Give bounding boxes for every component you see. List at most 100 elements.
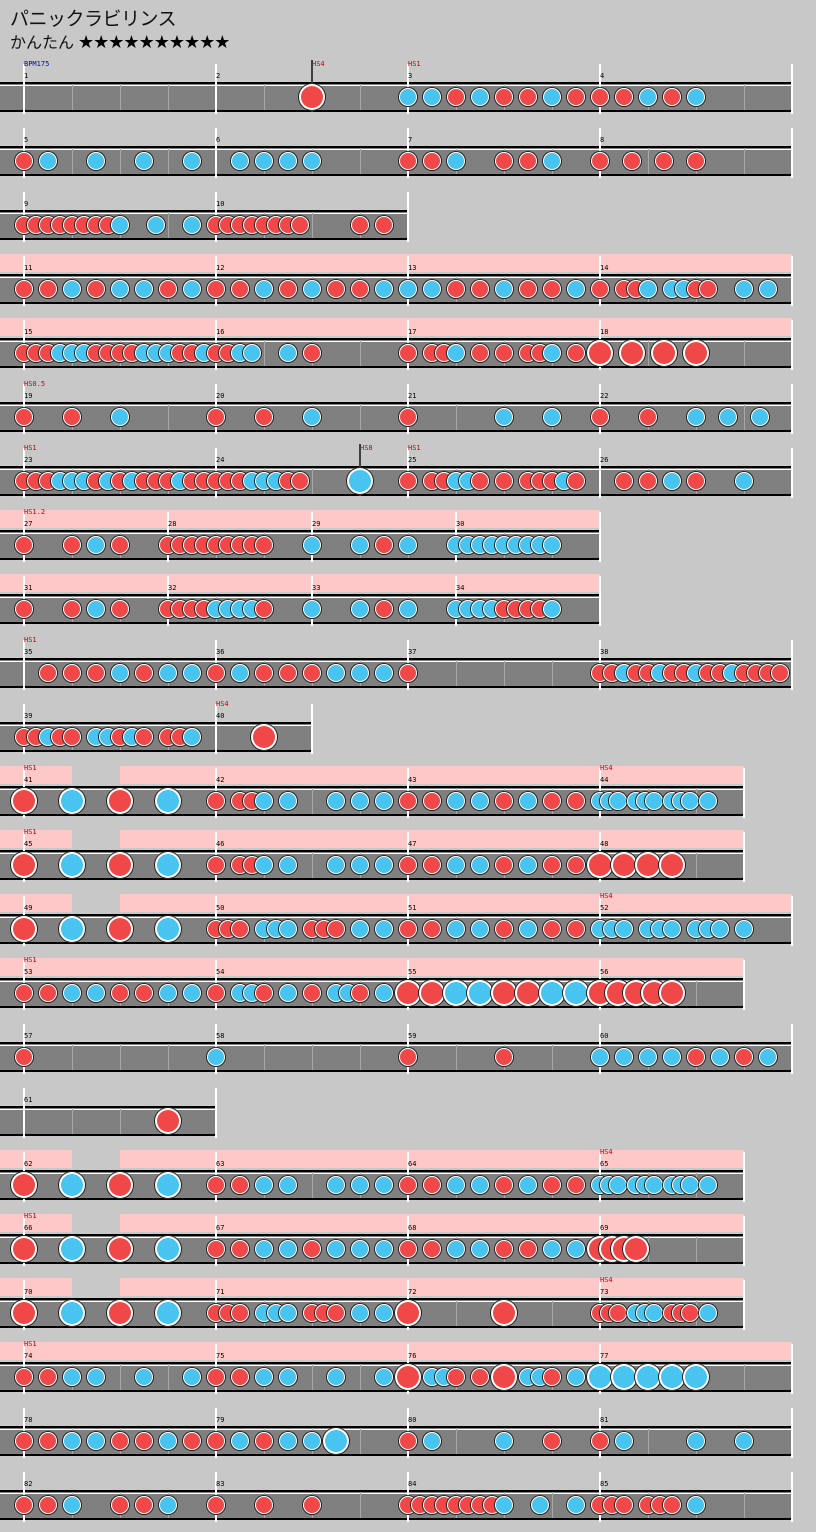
- gogo-band: [120, 766, 744, 784]
- don-note: [400, 793, 416, 809]
- bar-line: [743, 832, 745, 882]
- ka-note: [544, 153, 560, 169]
- bar-line: [215, 704, 217, 754]
- ka-note: [376, 921, 392, 937]
- lane-highlight: [0, 789, 744, 790]
- ka-note: [280, 1241, 296, 1257]
- ka-note: [640, 1049, 656, 1065]
- measure-number: 44: [600, 776, 609, 784]
- measure-number: 70: [24, 1288, 33, 1296]
- don-note: [16, 601, 32, 617]
- measure-number: 56: [600, 968, 609, 976]
- don-note: [496, 1177, 512, 1193]
- don-note: [64, 729, 80, 745]
- ka-note: [256, 1369, 272, 1385]
- big-don-note: [397, 982, 419, 1004]
- measure-number: 22: [600, 392, 609, 400]
- big-ka-note: [61, 1302, 83, 1324]
- don-note: [496, 1049, 512, 1065]
- big-ka-note: [469, 982, 491, 1004]
- beat-line: [456, 1428, 457, 1454]
- measure-number: 30: [456, 520, 465, 528]
- ka-note: [568, 1497, 584, 1513]
- measure-number: 35: [24, 648, 33, 656]
- ka-note: [136, 153, 152, 169]
- ka-note: [280, 153, 296, 169]
- don-note: [592, 89, 608, 105]
- ka-note: [64, 1369, 80, 1385]
- don-note: [208, 985, 224, 1001]
- big-don-note: [661, 854, 683, 876]
- measure-number: 50: [216, 904, 225, 912]
- don-note: [232, 281, 248, 297]
- bar-line: [215, 128, 217, 178]
- measure-number: 60: [600, 1032, 609, 1040]
- chart-row: 31 32 33 34: [0, 572, 816, 636]
- ka-note: [88, 1369, 104, 1385]
- don-note: [640, 409, 656, 425]
- lane-highlight: [0, 1045, 792, 1046]
- don-note: [472, 1369, 488, 1385]
- ka-note: [424, 281, 440, 297]
- don-note: [208, 1177, 224, 1193]
- don-note: [208, 857, 224, 873]
- lane-highlight: [0, 597, 600, 598]
- don-note: [16, 153, 32, 169]
- ka-note: [160, 1497, 176, 1513]
- ka-note: [304, 601, 320, 617]
- measure-number: 20: [216, 392, 225, 400]
- measure-number: 29: [312, 520, 321, 528]
- lane-highlight: [0, 1301, 744, 1302]
- ka-note: [304, 153, 320, 169]
- ka-note: [352, 665, 368, 681]
- beat-line: [168, 1044, 169, 1070]
- ka-note: [682, 793, 698, 809]
- don-note: [568, 921, 584, 937]
- don-note: [111, 537, 128, 553]
- big-don-note: [13, 1302, 35, 1324]
- measure-number: 21: [408, 392, 417, 400]
- big-ka-note: [61, 918, 83, 940]
- ka-note: [112, 217, 128, 233]
- ka-note: [64, 1497, 80, 1513]
- don-note: [700, 281, 716, 297]
- beat-line: [360, 84, 361, 110]
- scroll-event-label: HS0.5: [24, 380, 46, 388]
- don-note: [544, 857, 560, 873]
- beat-line: [120, 148, 121, 174]
- ka-note: [376, 857, 392, 873]
- don-note: [623, 153, 640, 169]
- don-note: [400, 409, 416, 425]
- beat-line: [360, 1044, 361, 1070]
- big-don-note: [109, 1174, 131, 1196]
- don-note: [208, 1433, 224, 1449]
- measure-number: 18: [600, 328, 609, 336]
- lane-highlight: [0, 661, 792, 662]
- measure-number: 64: [408, 1160, 417, 1168]
- ka-note: [472, 921, 488, 937]
- beat-line: [120, 1044, 121, 1070]
- beat-line: [72, 84, 73, 110]
- don-note: [400, 1241, 416, 1257]
- measure-number: 74: [24, 1352, 33, 1360]
- gogo-band: [120, 894, 792, 912]
- ka-note: [700, 1177, 716, 1193]
- big-don-note: [109, 1302, 131, 1324]
- ka-note: [280, 1177, 296, 1193]
- don-note: [507, 601, 524, 617]
- bar-line: [791, 384, 793, 434]
- gogo-band: [0, 1278, 72, 1296]
- beat-line: [744, 340, 745, 366]
- beat-line: [360, 1492, 361, 1518]
- ka-note: [88, 537, 104, 553]
- ka-note: [88, 985, 104, 1001]
- beat-line: [168, 84, 169, 110]
- don-note: [448, 89, 464, 105]
- big-ka-note: [61, 1238, 83, 1260]
- ka-note: [664, 921, 680, 937]
- beat-line: [168, 404, 169, 430]
- don-note: [208, 1497, 224, 1513]
- lane: [0, 1042, 792, 1072]
- don-note: [280, 281, 296, 297]
- don-note: [40, 985, 56, 1001]
